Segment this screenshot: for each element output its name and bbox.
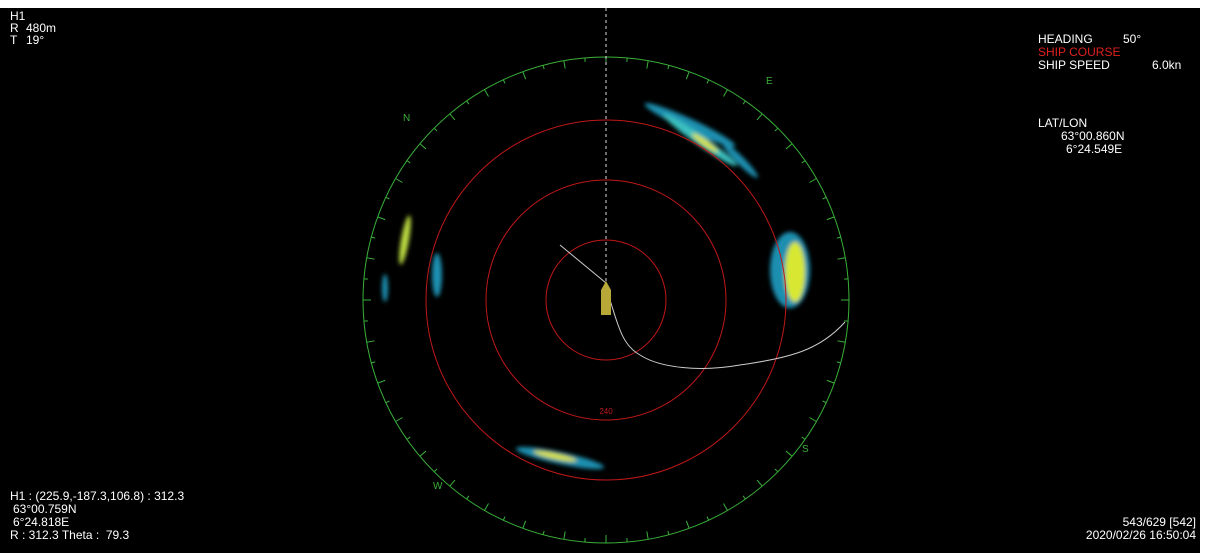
compass-tick <box>467 496 469 499</box>
compass-tick <box>543 65 544 69</box>
range-label: 240 <box>599 407 613 416</box>
compass-tick <box>523 72 526 80</box>
value: 6°24.818E <box>13 516 69 528</box>
echoes <box>382 98 810 473</box>
value: 6.0kn <box>1152 59 1181 71</box>
compass-tick <box>827 380 835 383</box>
echo <box>785 242 805 302</box>
compass-tick <box>485 504 489 511</box>
compass-tick <box>810 179 817 183</box>
label: T <box>10 34 17 46</box>
compass-label: S <box>802 444 809 455</box>
compass-tick <box>810 418 817 422</box>
compass-tick <box>647 531 648 539</box>
compass-tick <box>668 531 669 535</box>
compass-tick <box>378 380 386 383</box>
compass-tick <box>837 258 845 259</box>
label: HEADING <box>1038 33 1093 45</box>
value: 63°00.759N <box>13 503 77 515</box>
compass-tick <box>367 341 375 342</box>
echo <box>382 274 388 302</box>
compass-tick <box>450 114 455 120</box>
compass-tick <box>837 341 845 342</box>
compass-tick <box>450 480 455 486</box>
compass-tick <box>802 161 805 163</box>
compass-tick <box>823 401 827 403</box>
compass-tick <box>523 521 526 529</box>
compass-tick <box>420 451 426 456</box>
compass-tick <box>743 101 745 104</box>
compass-tick <box>434 469 437 472</box>
compass-tick <box>467 101 469 104</box>
compass-tick <box>503 517 505 521</box>
compass-tick <box>386 401 390 403</box>
compass-tick <box>757 114 762 120</box>
compass-tick <box>407 161 410 163</box>
compass-tick <box>724 90 728 97</box>
beam-line <box>560 245 606 283</box>
label: SHIP SPEED <box>1038 59 1110 71</box>
compass-tick <box>396 179 403 183</box>
compass-tick <box>757 480 762 486</box>
compass-tick <box>823 197 827 199</box>
compass-tick <box>786 451 792 456</box>
label: SHIP COURSE <box>1038 46 1120 58</box>
compass-tick <box>686 521 689 529</box>
compass-tick <box>775 469 778 472</box>
timestamp: 2020/02/26 16:50:04 <box>1086 529 1196 541</box>
compass-tick <box>503 80 505 84</box>
compass-tick <box>386 197 390 199</box>
compass-tick <box>485 90 489 97</box>
compass-tick <box>707 80 709 84</box>
page: N E S W 240 H1 R 480m T 19° HEADING 50° … <box>0 0 1212 553</box>
compass-tick <box>668 65 669 69</box>
compass-tick <box>707 517 709 521</box>
target-info: H1 : (225.9,-187.3,106.8) : 312.3 <box>10 490 184 502</box>
compass-tick <box>802 437 805 439</box>
value: 19° <box>26 34 44 46</box>
compass-tick <box>775 128 778 131</box>
compass-tick <box>371 237 375 238</box>
compass-tick <box>743 496 745 499</box>
compass-tick <box>837 237 841 238</box>
compass-tick <box>724 504 728 511</box>
vessel <box>601 281 611 315</box>
compass-tick <box>827 217 835 220</box>
value: 63°00.860N <box>1061 130 1125 142</box>
value: 6°24.549E <box>1066 143 1122 155</box>
value: 50° <box>1123 33 1141 45</box>
compass-tick <box>420 144 426 149</box>
compass-tick <box>396 418 403 422</box>
echo <box>397 215 414 266</box>
compass-tick <box>564 61 565 69</box>
compass-tick <box>647 61 648 69</box>
sonar-display: N E S W 240 <box>0 0 1212 553</box>
ship-track <box>610 300 845 368</box>
compass-label: E <box>766 76 773 87</box>
compass-label: N <box>403 113 410 124</box>
compass-tick <box>407 437 410 439</box>
value: R : 312.3 Theta : 79.3 <box>10 529 129 541</box>
label: LAT/LON <box>1038 117 1087 129</box>
echo <box>432 253 442 297</box>
compass-tick <box>564 531 565 539</box>
compass-tick <box>786 144 792 149</box>
compass-tick <box>371 362 375 363</box>
compass-tick <box>686 72 689 80</box>
compass-tick <box>378 217 386 220</box>
compass-tick <box>543 531 544 535</box>
frame-counter: 543/629 [542] <box>1123 516 1196 528</box>
compass-label: W <box>433 481 443 492</box>
compass-tick <box>434 128 437 131</box>
compass-tick <box>837 362 841 363</box>
compass-tick <box>367 258 375 259</box>
